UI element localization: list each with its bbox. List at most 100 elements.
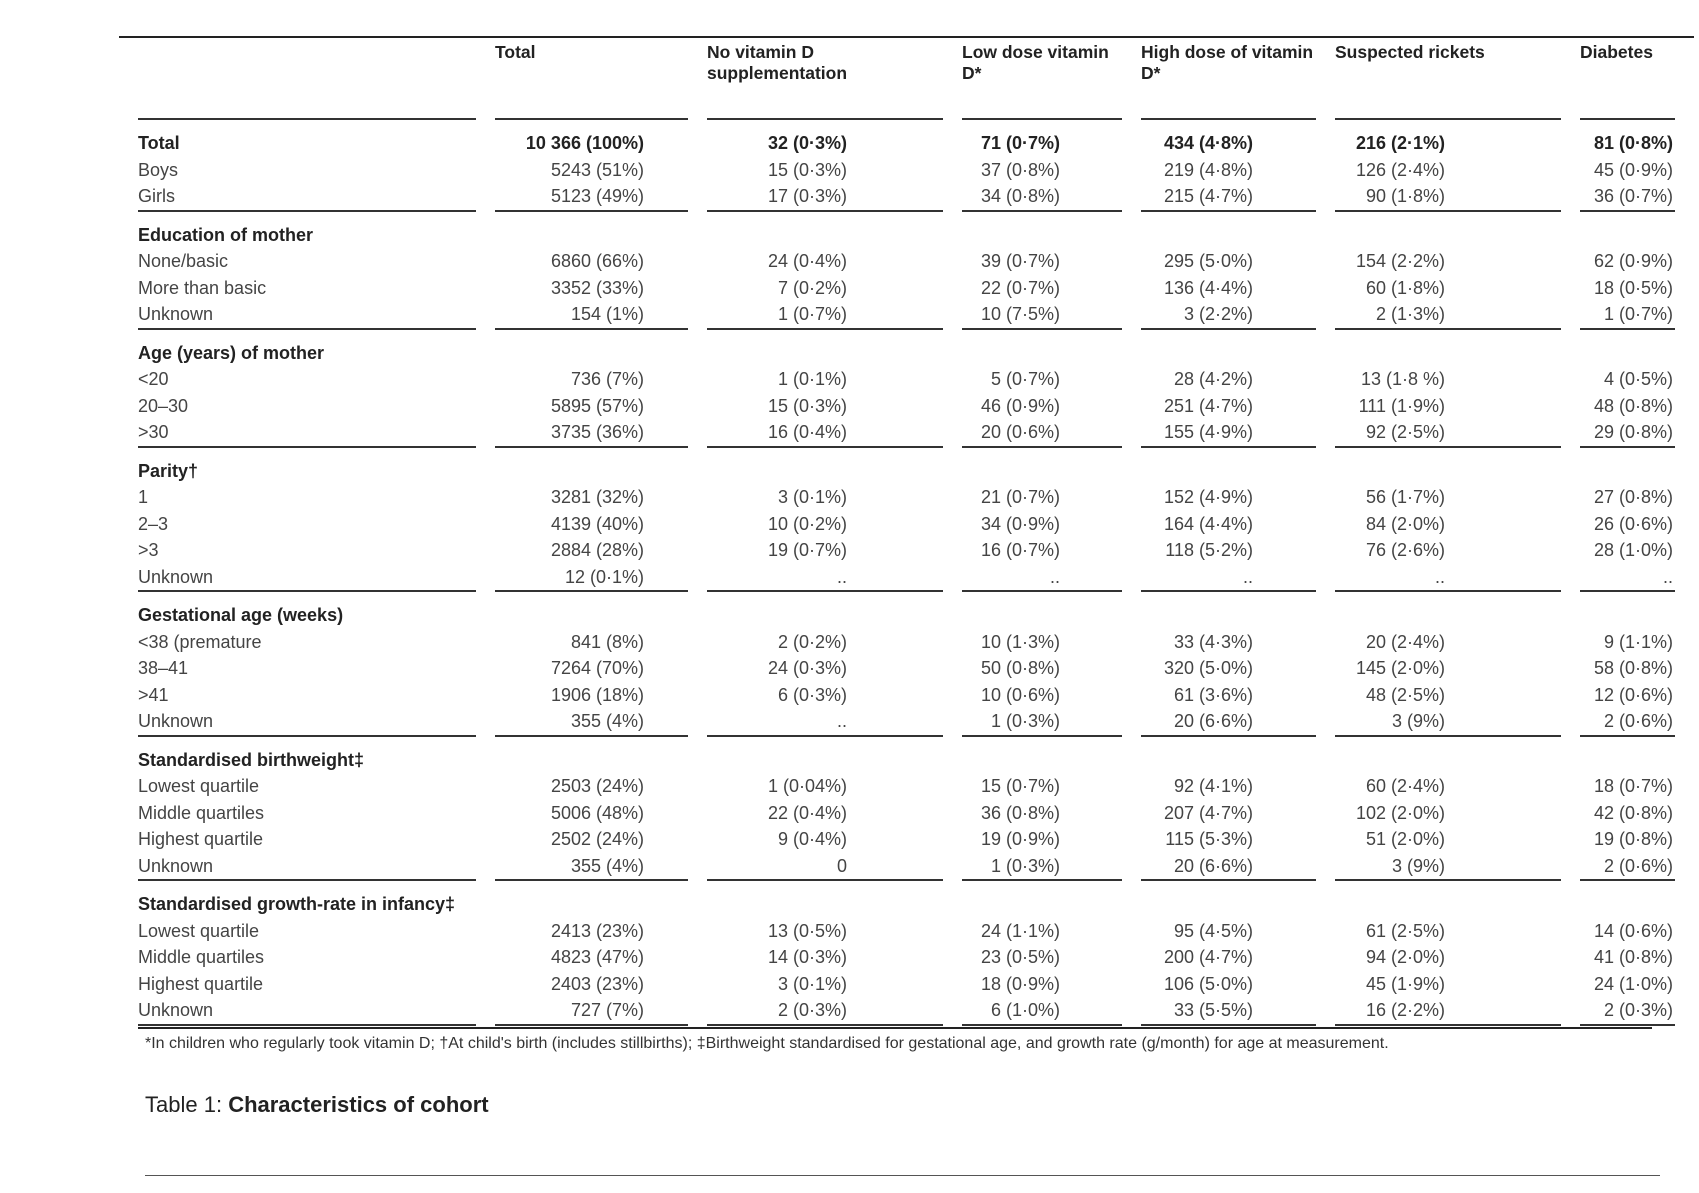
cell-value: 1 (0·7%) bbox=[1580, 301, 1675, 330]
cell-value: 24 (1·0%) bbox=[1593, 973, 1673, 994]
row-label: 38–41 bbox=[138, 658, 189, 678]
cell-value: 58 (0·8%) bbox=[1593, 658, 1673, 678]
empty-cell bbox=[707, 330, 943, 367]
cell-value: 126 (2·4%) bbox=[1355, 159, 1445, 180]
cell-value: 20 (6·6%) bbox=[1141, 853, 1316, 881]
cell-value: 164 (4·4%) bbox=[1163, 513, 1253, 534]
cell-value: 1 (0·04%) bbox=[767, 776, 847, 796]
cell-value: 18 (0·7%) bbox=[1593, 776, 1673, 796]
cell-value: 19 (0·7%) bbox=[767, 540, 847, 560]
data-row: Unknown 355 (4%) 0 1 (0·3%) 20 (6·6%) 3 (9%) 2… bbox=[138, 853, 1675, 881]
cell-value: 20 (2·4%) bbox=[1365, 631, 1445, 652]
cell-value: 136 (4·4%) bbox=[1163, 277, 1253, 298]
data-row: 38–41 7264 (70%) 24 (0·3%) 50 (0·8%) 320 (5·… bbox=[138, 655, 1675, 682]
empty-cell bbox=[495, 737, 688, 774]
cell-value: 62 (0·9%) bbox=[1593, 251, 1673, 271]
cell-value: 727 (7%) bbox=[495, 997, 688, 1026]
cell-value: 48 (2·5%) bbox=[1365, 684, 1445, 705]
row-label: <38 (premature bbox=[138, 631, 262, 652]
cell-value: 10 (1·3%) bbox=[980, 631, 1060, 652]
header-cell bbox=[138, 38, 476, 120]
cell-value: 9 (0·4%) bbox=[777, 829, 847, 849]
cell-value: 21 (0·7%) bbox=[980, 487, 1060, 507]
cell-value: 14 (0·3%) bbox=[767, 947, 847, 967]
empty-cell bbox=[707, 448, 943, 485]
cell-value: 841 (8%) bbox=[570, 631, 644, 652]
row-label: Middle quartiles bbox=[138, 802, 265, 823]
cell-value: 0 bbox=[707, 853, 943, 881]
cell-value: 50 (0·8%) bbox=[980, 658, 1060, 678]
empty-cell bbox=[707, 737, 943, 774]
empty-cell bbox=[707, 881, 943, 918]
cell-value: 24 (1·1%) bbox=[980, 920, 1060, 941]
cell-value: 3 (0·1%) bbox=[777, 487, 847, 507]
empty-cell bbox=[707, 592, 943, 629]
cell-value: 1 (0·1%) bbox=[777, 369, 847, 389]
cell-value: .. bbox=[1580, 564, 1675, 592]
column-header: High dose of vitamin D* bbox=[1141, 38, 1316, 120]
column-header: Diabetes bbox=[1580, 38, 1675, 120]
cell-value: 92 (2·5%) bbox=[1335, 419, 1561, 448]
section-heading-row: Standardised growth-rate in infancy‡ bbox=[138, 881, 1675, 918]
cell-value: 102 (2·0%) bbox=[1355, 802, 1445, 823]
cell-value: 90 (1·8%) bbox=[1335, 183, 1561, 212]
empty-cell bbox=[962, 330, 1122, 367]
empty-cell bbox=[1141, 330, 1316, 367]
cell-value: 28 (1·0%) bbox=[1593, 540, 1673, 560]
row-label: 20–30 bbox=[138, 395, 189, 416]
cell-value: 200 (4·7%) bbox=[1163, 947, 1253, 967]
data-row: Lowest quartile 2503 (24%) 1 (0·04%) 15 (0·… bbox=[138, 773, 1675, 800]
cell-value: 39 (0·7%) bbox=[980, 251, 1060, 271]
section-heading-row: Education of mother bbox=[138, 212, 1675, 249]
row-label: Girls bbox=[138, 183, 476, 212]
empty-cell bbox=[495, 448, 688, 485]
cell-value: .. bbox=[707, 564, 943, 592]
section-heading-row: Parity† bbox=[138, 448, 1675, 485]
cell-value: 12 (0·6%) bbox=[1593, 684, 1673, 705]
data-row: >30 3735 (36%) 16 (0·4%) 20 (0·6%) 155 (4·9%… bbox=[138, 419, 1675, 448]
empty-cell bbox=[1141, 881, 1316, 918]
cell-value: 19 (0·9%) bbox=[980, 829, 1060, 849]
data-row: 20–30 5895 (57%) 15 (0·3%) 46 (0·9%) 251 (4·… bbox=[138, 393, 1675, 420]
empty-cell bbox=[1335, 212, 1561, 249]
cell-value: 48 (0·8%) bbox=[1593, 395, 1673, 416]
cell-value: 10 (0·6%) bbox=[980, 684, 1060, 705]
cell-value: 5 (0·7%) bbox=[990, 369, 1060, 389]
cell-value: 215 (4·7%) bbox=[1141, 183, 1316, 212]
cell-value: 6 (1·0%) bbox=[962, 997, 1122, 1026]
row-label: >41 bbox=[138, 684, 169, 705]
cell-value: 2413 (23%) bbox=[550, 920, 644, 941]
cell-value: 20 (0·6%) bbox=[962, 419, 1122, 448]
data-row: >3 2884 (28%) 19 (0·7%) 16 (0·7%) 118 (5·2%)… bbox=[138, 537, 1675, 564]
cell-value: 3735 (36%) bbox=[495, 419, 688, 448]
cell-value: 2502 (24%) bbox=[550, 829, 644, 849]
table-end-rule bbox=[138, 1027, 1652, 1029]
cell-value: 27 (0·8%) bbox=[1593, 487, 1673, 507]
data-row: <38 (premature 841 (8%) 2 (0·2%) 10 (1·3%) 3… bbox=[138, 629, 1675, 656]
data-row: Boys 5243 (51%) 15 (0·3%) 37 (0·8%) 219 (4·8… bbox=[138, 157, 1675, 184]
cell-value: 56 (1·7%) bbox=[1365, 487, 1445, 507]
cell-value: 3 (2·2%) bbox=[1141, 301, 1316, 330]
empty-cell bbox=[962, 737, 1122, 774]
row-label: Unknown bbox=[138, 301, 476, 330]
cell-value: 14 (0·6%) bbox=[1593, 920, 1673, 941]
cell-value: 219 (4·8%) bbox=[1163, 159, 1253, 180]
cell-value: 36 (0·8%) bbox=[980, 802, 1060, 823]
cell-value: 32 (0·3%) bbox=[767, 133, 847, 153]
row-label: Lowest quartile bbox=[138, 920, 260, 941]
cell-value: 22 (0·4%) bbox=[767, 802, 847, 823]
cell-value: 2 (0·2%) bbox=[777, 631, 847, 652]
empty-cell bbox=[1141, 448, 1316, 485]
cell-value: 3 (0·1%) bbox=[777, 973, 847, 994]
cell-value: 2884 (28%) bbox=[550, 540, 644, 560]
cell-value: 41 (0·8%) bbox=[1593, 947, 1673, 967]
cell-value: 154 (1%) bbox=[495, 301, 688, 330]
data-row: Total 10 366 (100%) 32 (0·3%) 71 (0·7%) 434 … bbox=[138, 120, 1675, 157]
cell-value: 355 (4%) bbox=[495, 708, 688, 737]
cell-value: .. bbox=[1335, 564, 1561, 592]
column-header: Total bbox=[495, 38, 688, 120]
row-label: Boys bbox=[138, 159, 179, 180]
cell-value: 16 (0·4%) bbox=[707, 419, 943, 448]
data-row: 1 3281 (32%) 3 (0·1%) 21 (0·7%) 152 (4·9%) 56… bbox=[138, 484, 1675, 511]
data-row: Unknown 154 (1%) 1 (0·7%) 10 (7·5%) 3 (2·2%)… bbox=[138, 301, 1675, 330]
